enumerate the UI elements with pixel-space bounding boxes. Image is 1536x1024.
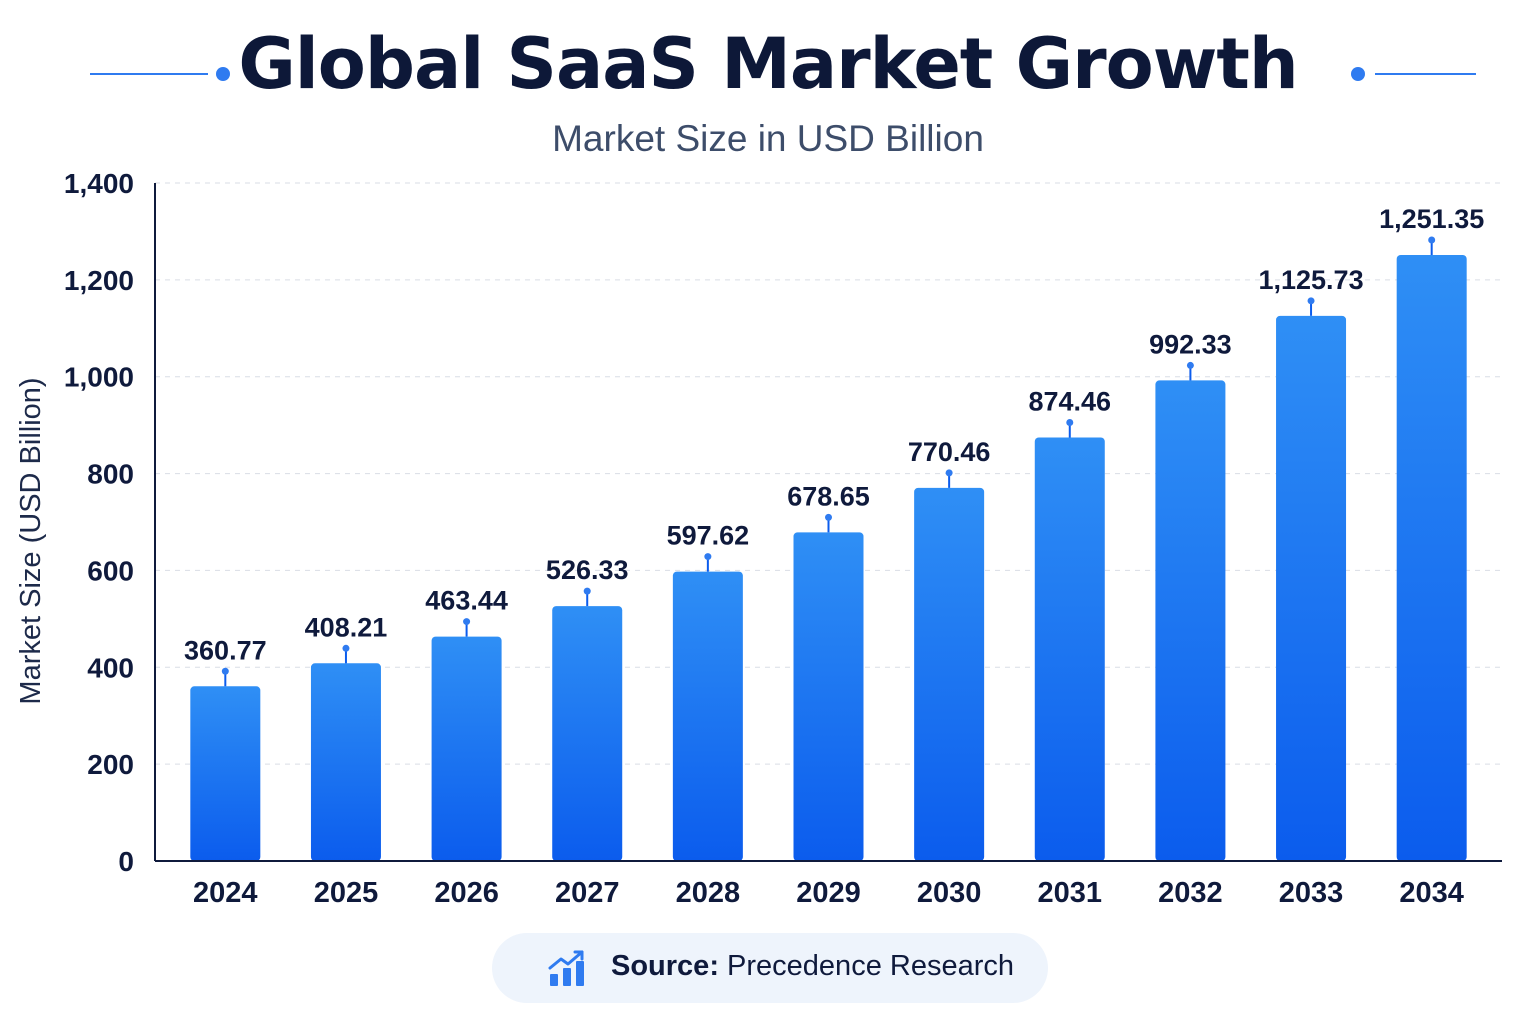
- x-tick-label-2025: 2025: [314, 877, 379, 909]
- bar-2033: [1276, 315, 1347, 861]
- title-decoration-right-dot: [1351, 67, 1365, 81]
- bar-2027: [552, 606, 623, 861]
- source-label: Source:: [611, 950, 719, 982]
- data-label-2026: 463.44: [425, 586, 508, 616]
- value-marker-dot: [583, 587, 591, 595]
- x-tick-label-2024: 2024: [193, 877, 258, 909]
- y-tick-label: 1,000: [64, 362, 134, 393]
- bar-2031: [1034, 437, 1105, 861]
- value-marker-dot: [342, 644, 350, 652]
- growth-chart-icon: [548, 950, 584, 986]
- bar-2025: [310, 663, 381, 861]
- x-tick-label-2034: 2034: [1399, 877, 1464, 909]
- x-tick-label-2027: 2027: [555, 877, 620, 909]
- y-tick-label: 800: [87, 459, 134, 490]
- data-label-2033: 1,125.73: [1258, 265, 1363, 295]
- x-tick-label-2031: 2031: [1038, 877, 1103, 909]
- chart-title: Global SaaS Market Growth: [238, 23, 1298, 105]
- y-tick-label: 1,200: [64, 265, 134, 296]
- bar-2034: [1396, 254, 1467, 861]
- value-marker-dot: [221, 667, 229, 675]
- data-label-2031: 874.46: [1028, 387, 1111, 417]
- y-axis-title: Market Size (USD Billion): [15, 377, 47, 704]
- x-tick-label-2033: 2033: [1279, 877, 1344, 909]
- data-label-2025: 408.21: [305, 612, 388, 642]
- bar-2024: [190, 686, 261, 861]
- x-tick-label-2026: 2026: [434, 877, 499, 909]
- value-marker-dot: [825, 513, 832, 521]
- data-label-2029: 678.65: [787, 481, 870, 511]
- title-decoration-right-line: [1375, 73, 1476, 75]
- source-name: Precedence Research: [727, 950, 1014, 982]
- x-tick-label-2029: 2029: [796, 877, 861, 909]
- data-label-2034: 1,251.35: [1379, 204, 1484, 234]
- y-tick-label: 1,400: [64, 168, 134, 199]
- bar-chart: 0 200 400 600 800 1,000 1,200 1,400 Market Size …: [15, 168, 1502, 909]
- data-label-2027: 526.33: [546, 555, 629, 585]
- bar-2026: [431, 636, 502, 861]
- x-tick-label-2030: 2030: [917, 877, 982, 909]
- x-tick-label-2032: 2032: [1158, 877, 1223, 909]
- title-decoration-left-line: [90, 73, 208, 75]
- y-tick-label: 0: [118, 846, 134, 877]
- chart-subtitle: Market Size in USD Billion: [552, 118, 984, 159]
- bar-2032: [1155, 380, 1226, 861]
- source-text: Source: Precedence Research: [611, 950, 1014, 983]
- value-marker-dot: [1066, 419, 1074, 427]
- y-tick-label: 200: [87, 749, 134, 780]
- data-label-2028: 597.62: [667, 521, 750, 551]
- data-label-2024: 360.77: [184, 635, 267, 665]
- value-marker-dot: [1307, 297, 1315, 305]
- y-tick-label: 600: [87, 555, 134, 586]
- y-tick-label: 400: [87, 652, 134, 683]
- data-label-2030: 770.46: [908, 437, 991, 467]
- bar-2028: [672, 571, 743, 861]
- value-marker-dot: [463, 618, 471, 626]
- value-marker-dot: [945, 469, 953, 477]
- bar-2030: [914, 487, 985, 861]
- bar-2029: [793, 532, 864, 861]
- source-badge: Source: Precedence Research: [492, 933, 1048, 1003]
- data-label-2032: 992.33: [1149, 329, 1232, 359]
- value-marker-dot: [704, 553, 712, 561]
- value-marker-dot: [1428, 236, 1436, 244]
- title-decoration-left-dot: [216, 67, 230, 81]
- value-marker-dot: [1186, 361, 1194, 369]
- x-tick-label-2028: 2028: [676, 877, 741, 909]
